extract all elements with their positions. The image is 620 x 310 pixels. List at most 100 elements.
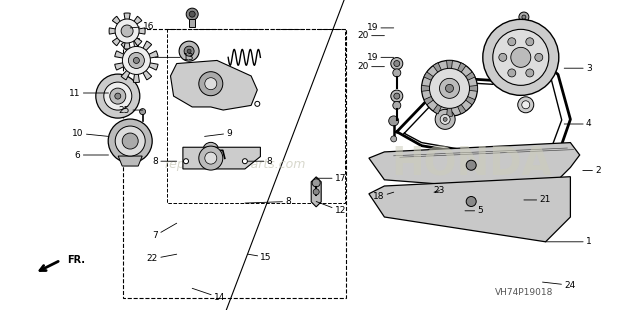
- Polygon shape: [118, 156, 142, 166]
- Wedge shape: [433, 88, 450, 114]
- Wedge shape: [136, 60, 152, 80]
- Circle shape: [508, 38, 516, 46]
- Wedge shape: [115, 51, 136, 60]
- Circle shape: [535, 53, 542, 61]
- Bar: [123, 29, 346, 298]
- Circle shape: [104, 82, 132, 110]
- Text: 21: 21: [524, 195, 551, 205]
- Circle shape: [430, 68, 469, 108]
- Circle shape: [466, 197, 476, 206]
- Text: 12: 12: [316, 202, 346, 215]
- Text: 15: 15: [248, 253, 272, 262]
- Polygon shape: [369, 177, 570, 242]
- Circle shape: [205, 152, 217, 164]
- Text: 8: 8: [245, 197, 291, 206]
- Wedge shape: [136, 60, 158, 70]
- Text: 13: 13: [155, 53, 195, 62]
- Circle shape: [122, 133, 138, 149]
- Wedge shape: [136, 41, 152, 60]
- Circle shape: [140, 108, 146, 115]
- Text: 11: 11: [69, 88, 108, 98]
- Polygon shape: [170, 60, 257, 110]
- Circle shape: [115, 19, 139, 43]
- Circle shape: [394, 93, 400, 99]
- Wedge shape: [450, 72, 475, 88]
- Circle shape: [184, 46, 194, 56]
- Circle shape: [96, 74, 140, 118]
- Text: 8: 8: [248, 157, 272, 166]
- Circle shape: [519, 12, 529, 22]
- Wedge shape: [124, 31, 130, 49]
- Text: 20: 20: [358, 62, 384, 71]
- Polygon shape: [183, 147, 260, 169]
- Wedge shape: [446, 88, 453, 116]
- Circle shape: [526, 38, 534, 46]
- Circle shape: [526, 69, 534, 77]
- Circle shape: [446, 84, 453, 92]
- Wedge shape: [121, 41, 136, 60]
- Circle shape: [207, 146, 215, 154]
- Wedge shape: [109, 28, 127, 34]
- Text: 22: 22: [147, 254, 177, 264]
- Circle shape: [184, 159, 188, 164]
- Circle shape: [522, 15, 526, 19]
- Text: replacementParts.com: replacementParts.com: [165, 158, 306, 171]
- Wedge shape: [446, 60, 453, 88]
- Wedge shape: [127, 31, 142, 46]
- Text: 18: 18: [373, 192, 394, 202]
- Text: 24: 24: [542, 281, 575, 290]
- Circle shape: [440, 114, 450, 124]
- Circle shape: [108, 119, 152, 163]
- Circle shape: [522, 101, 529, 109]
- Wedge shape: [115, 60, 136, 70]
- Polygon shape: [369, 143, 580, 192]
- Wedge shape: [121, 60, 136, 80]
- Text: 19: 19: [366, 23, 394, 33]
- Bar: [167, 29, 345, 203]
- Circle shape: [422, 60, 477, 116]
- Wedge shape: [127, 16, 142, 31]
- Bar: [520, 22, 528, 32]
- Circle shape: [203, 142, 219, 158]
- Text: FR.: FR.: [67, 255, 85, 265]
- Text: 5: 5: [465, 206, 483, 215]
- Circle shape: [110, 88, 126, 104]
- Wedge shape: [127, 28, 145, 34]
- Circle shape: [493, 29, 549, 85]
- Circle shape: [121, 25, 133, 37]
- Wedge shape: [450, 88, 466, 114]
- Circle shape: [205, 78, 217, 90]
- Circle shape: [391, 136, 397, 142]
- Circle shape: [133, 57, 140, 64]
- Circle shape: [443, 117, 447, 121]
- Text: 16: 16: [130, 22, 154, 31]
- Wedge shape: [422, 86, 450, 91]
- Circle shape: [115, 126, 145, 156]
- Text: 2: 2: [583, 166, 601, 175]
- Circle shape: [242, 159, 247, 164]
- Wedge shape: [112, 16, 127, 31]
- Circle shape: [391, 90, 403, 102]
- Wedge shape: [450, 63, 466, 88]
- Text: 8: 8: [153, 157, 177, 166]
- Text: 7: 7: [153, 223, 177, 240]
- Circle shape: [518, 97, 534, 113]
- Wedge shape: [136, 51, 158, 60]
- Text: 6: 6: [75, 150, 108, 160]
- Circle shape: [128, 52, 144, 69]
- Circle shape: [179, 41, 199, 61]
- Circle shape: [440, 78, 459, 98]
- Text: 3: 3: [564, 64, 591, 73]
- Text: 17: 17: [316, 174, 347, 183]
- Circle shape: [393, 101, 401, 109]
- Text: 4: 4: [564, 119, 591, 129]
- Wedge shape: [424, 88, 450, 105]
- Circle shape: [394, 60, 400, 67]
- Circle shape: [115, 93, 121, 99]
- Text: VH74P19018: VH74P19018: [495, 288, 553, 298]
- Text: 19: 19: [366, 53, 394, 62]
- Text: 25: 25: [119, 105, 143, 115]
- Wedge shape: [450, 88, 475, 105]
- Text: 14: 14: [192, 288, 225, 302]
- Text: 9: 9: [205, 129, 232, 138]
